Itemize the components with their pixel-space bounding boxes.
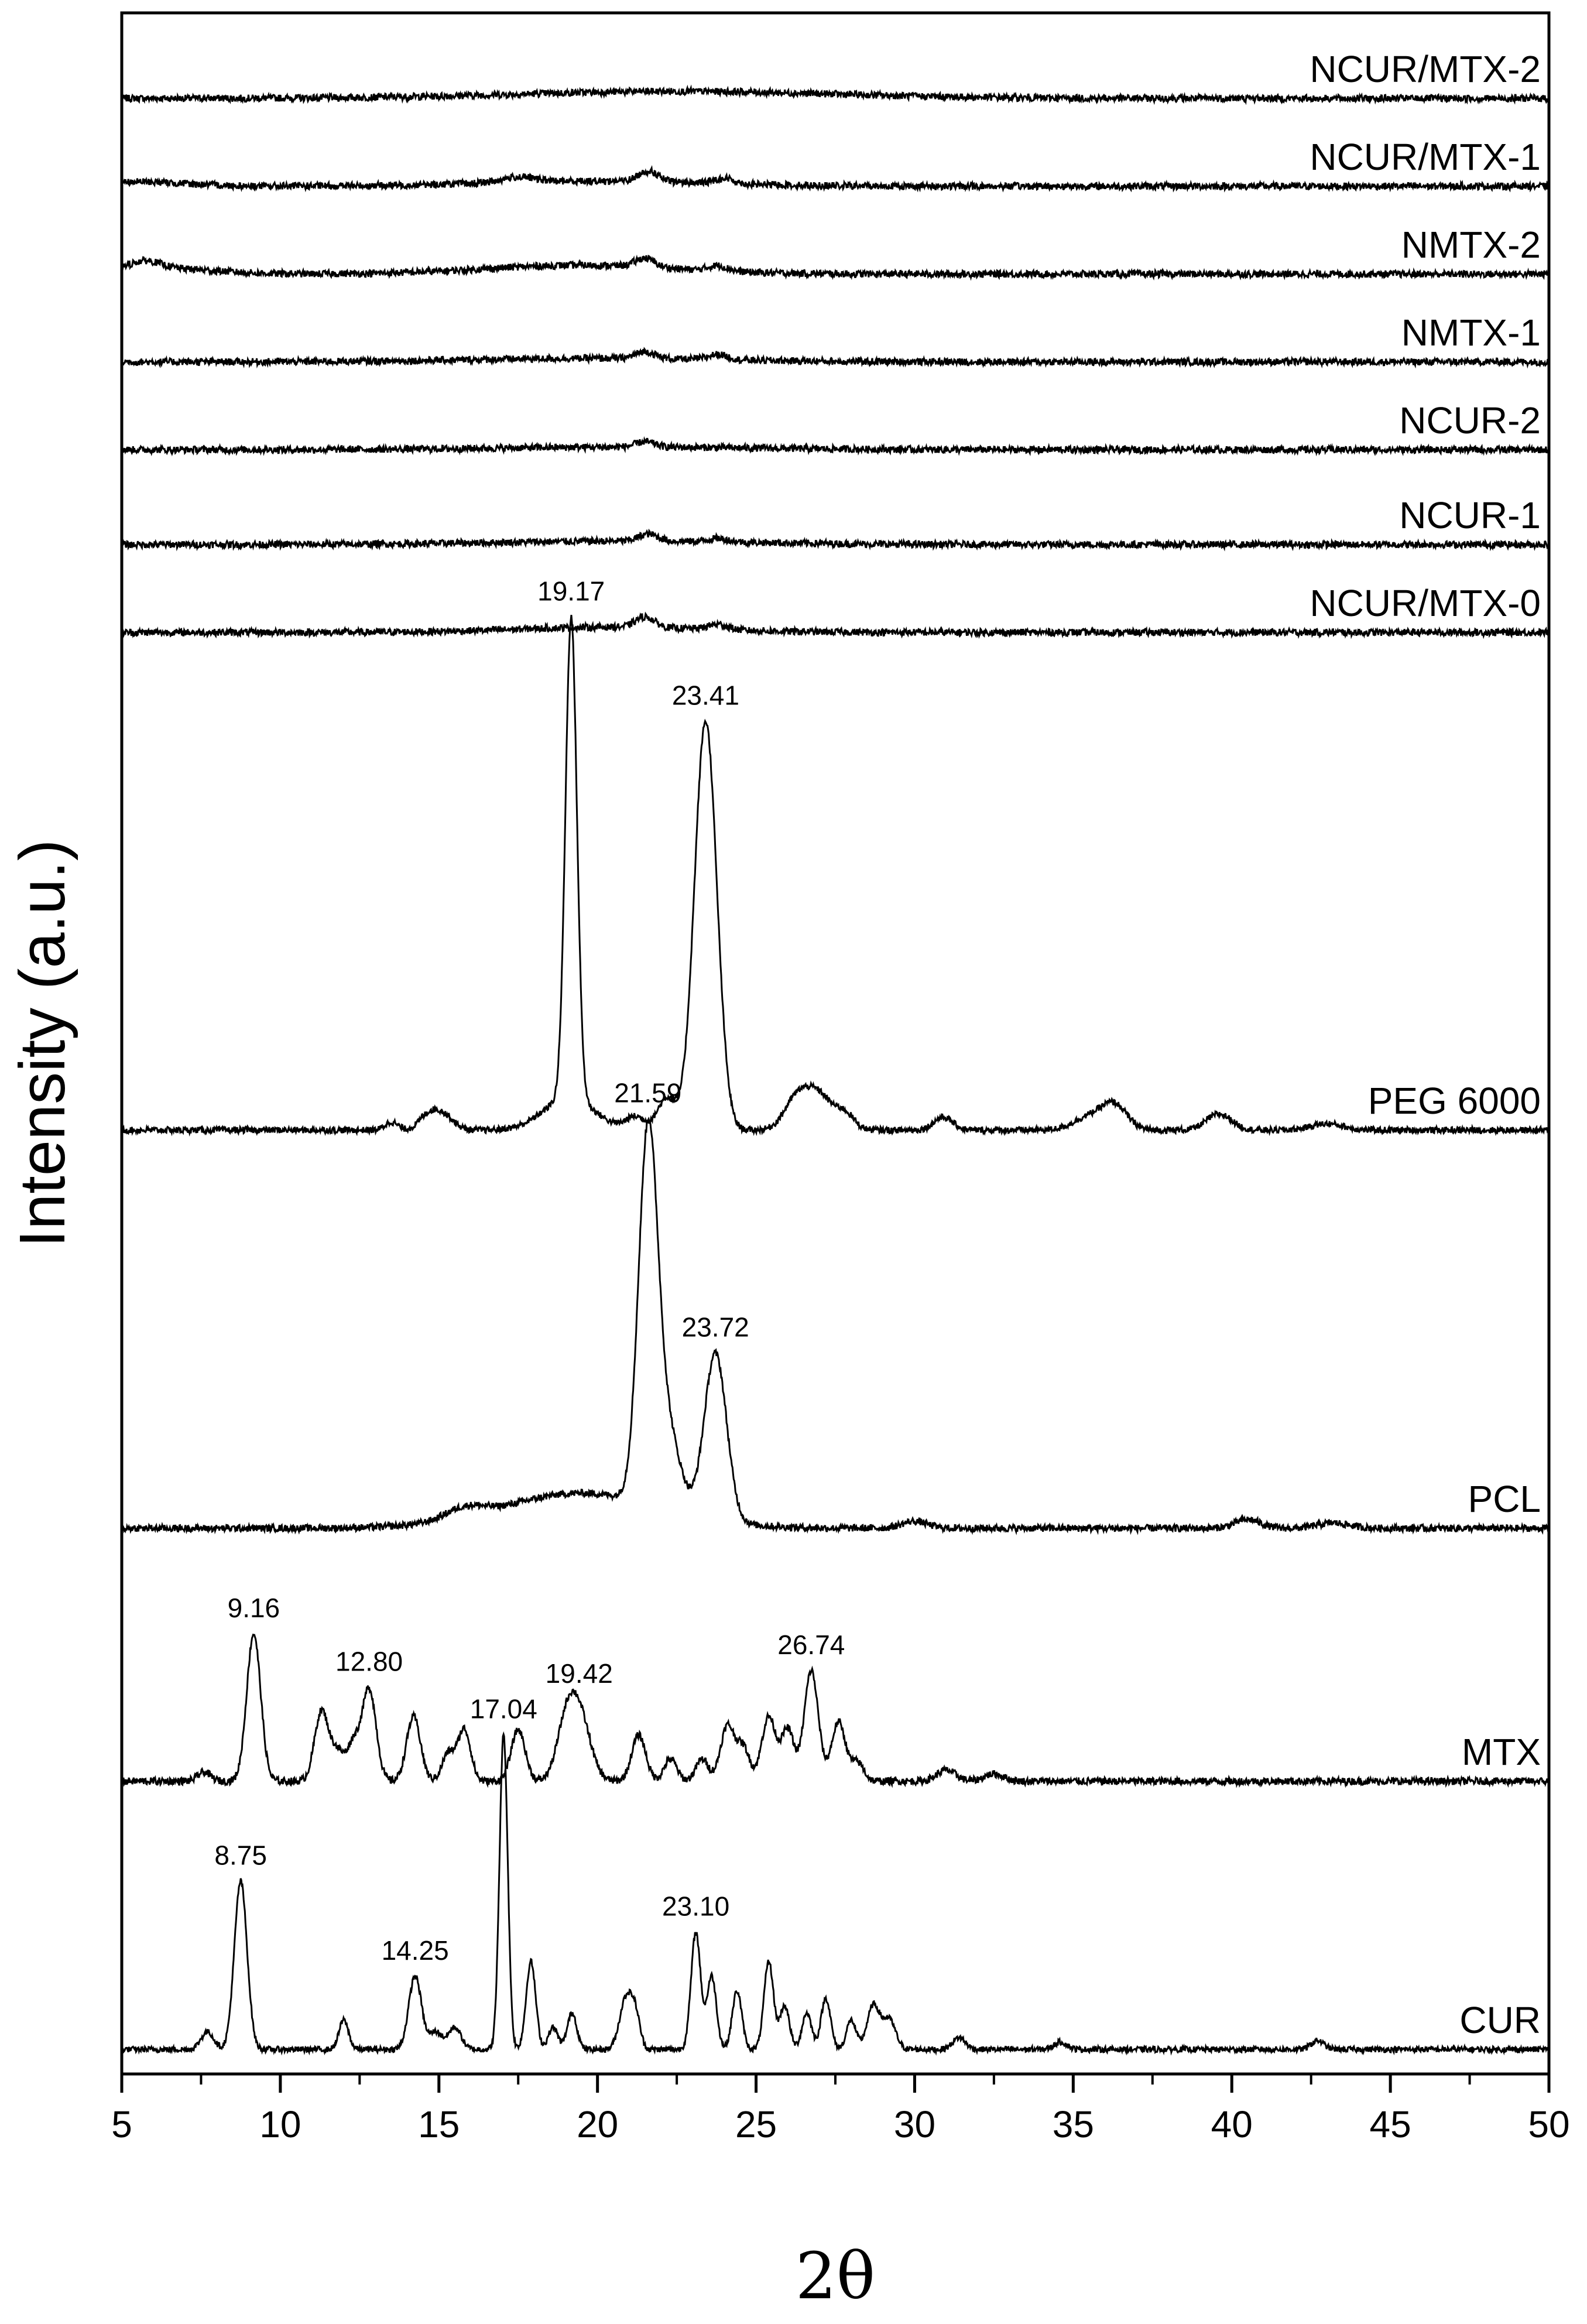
series-label: NCUR/MTX-2 xyxy=(1310,48,1541,90)
peak-annotation: 23.72 xyxy=(682,1312,749,1342)
series-label: NCUR/MTX-0 xyxy=(1310,582,1541,624)
series-label: CUR xyxy=(1459,1999,1541,2041)
series-label: PEG 6000 xyxy=(1368,1080,1541,1122)
x-tick-label: 5 xyxy=(111,2103,132,2145)
series-line-mtx xyxy=(121,1633,1550,1788)
x-axis-label: 2θ xyxy=(796,2239,875,2313)
x-tick-label: 20 xyxy=(577,2103,618,2145)
series-label: NCUR-2 xyxy=(1399,399,1541,441)
series-line-ncur-mtx-0 xyxy=(121,611,1550,639)
x-tick-label: 35 xyxy=(1053,2103,1094,2145)
peak-annotation: 17.04 xyxy=(470,1694,537,1724)
series-label: NCUR-1 xyxy=(1399,494,1541,536)
series-line-cur xyxy=(121,1731,1550,2056)
peak-annotation: 21.59 xyxy=(614,1077,681,1108)
series-label: NCUR/MTX-1 xyxy=(1310,136,1541,178)
series-line-ncur-2 xyxy=(121,436,1550,457)
x-tick-label: 40 xyxy=(1211,2103,1253,2145)
peak-annotation: 26.74 xyxy=(777,1630,845,1660)
x-axis-ticks: 5 10 15 20 25 30 35 40 45 50 xyxy=(111,2074,1570,2145)
peak-annotation: 23.41 xyxy=(672,680,739,710)
series-line-peg-6000 xyxy=(121,615,1550,1137)
series-label: NMTX-2 xyxy=(1401,224,1541,266)
x-tick-label: 10 xyxy=(259,2103,301,2145)
x-tick-label: 25 xyxy=(735,2103,777,2145)
series-label: PCL xyxy=(1468,1478,1541,1520)
series-layer xyxy=(121,84,1550,2056)
x-tick-label: 15 xyxy=(418,2103,460,2145)
peak-annotation: 9.16 xyxy=(228,1593,280,1623)
x-tick-label: 45 xyxy=(1370,2103,1411,2145)
peak-annotation: 8.75 xyxy=(214,1840,267,1871)
series-line-nmtx-2 xyxy=(121,254,1550,281)
x-tick-label: 30 xyxy=(894,2103,935,2145)
peak-annotation: 14.25 xyxy=(382,1935,449,1966)
series-label: MTX xyxy=(1462,1731,1541,1773)
label-layer: NCUR/MTX-2 NCUR/MTX-1 NMTX-2 NMTX-1 NCUR-2 NC… xyxy=(214,48,1541,2041)
series-line-ncur-mtx-2 xyxy=(121,84,1550,105)
peak-annotation: 12.80 xyxy=(335,1647,403,1677)
series-line-pcl xyxy=(121,1116,1550,1535)
plot-frame xyxy=(120,11,1551,2076)
x-tick-label: 50 xyxy=(1528,2103,1569,2145)
series-line-ncur-1 xyxy=(121,528,1550,552)
y-axis-label: Intensity (a.u.) xyxy=(6,840,78,1248)
series-line-ncur-mtx-1 xyxy=(121,165,1550,193)
series-label: NMTX-1 xyxy=(1401,312,1541,354)
peak-annotation: 23.10 xyxy=(662,1891,729,1922)
series-line-nmtx-1 xyxy=(121,347,1550,369)
peak-annotation: 19.17 xyxy=(537,576,605,606)
peak-annotation: 19.42 xyxy=(546,1658,613,1689)
